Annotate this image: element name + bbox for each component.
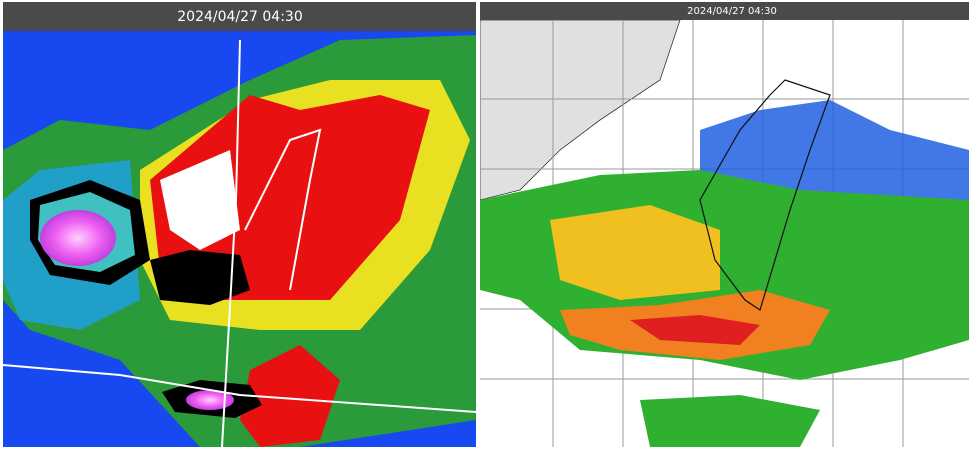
boundary-line	[3, 364, 476, 413]
cloud-red	[150, 95, 430, 300]
panel-header	[480, 2, 969, 20]
radar-yellow	[550, 205, 720, 300]
timestamp: 2024/04/27 04:30	[687, 6, 777, 17]
radar-red	[630, 315, 760, 345]
land-mainland	[480, 20, 681, 201]
radar-image	[480, 20, 969, 447]
satellite-image	[3, 31, 476, 447]
south-magenta	[186, 390, 234, 410]
timestamp: 2024/04/27 04:30	[177, 9, 303, 25]
panel-header	[3, 2, 476, 31]
radar-green-south	[640, 395, 820, 447]
boundary-line	[221, 39, 241, 447]
coastline	[244, 128, 322, 291]
core-magenta	[40, 210, 116, 266]
satellite-panel: 2024/04/27 04:30	[0, 0, 477, 449]
radar-panel: 2024/04/27 04:30	[480, 2, 969, 447]
south-red	[240, 345, 340, 447]
cloud-white	[160, 150, 240, 250]
taiwan-outline	[699, 79, 831, 311]
cloud-black	[150, 250, 250, 305]
